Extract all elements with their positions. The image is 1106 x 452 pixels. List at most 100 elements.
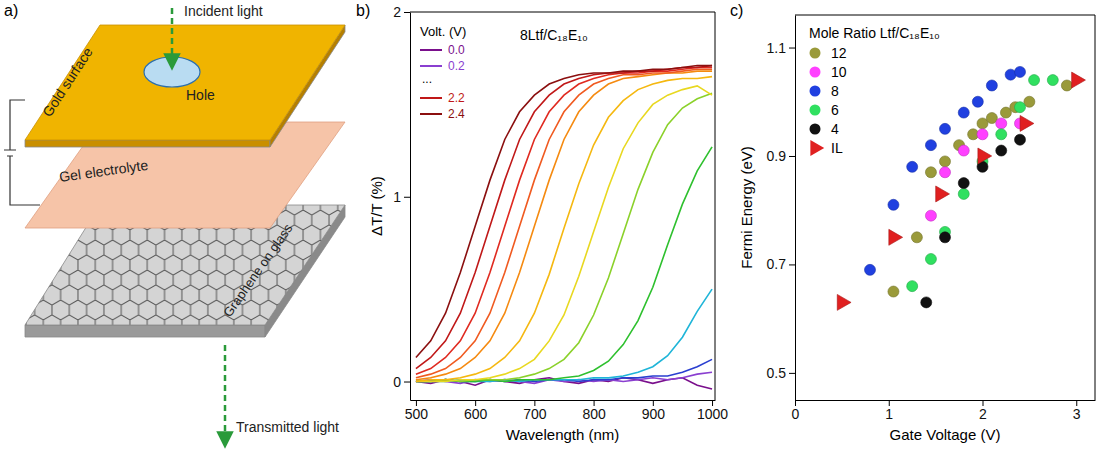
tick: 1.1 [767, 40, 795, 56]
legend-swatch [810, 48, 821, 59]
tick: 2 [393, 4, 410, 20]
frame-top [410, 12, 715, 13]
point [907, 161, 918, 172]
tick: 900 [642, 400, 666, 422]
graphene-label: Graphene on glass [220, 221, 296, 320]
tick-label: 0 [792, 406, 800, 422]
tick-mark [789, 48, 795, 49]
y-axis-line [795, 16, 796, 401]
tick-label: 600 [464, 406, 488, 422]
point [1020, 115, 1034, 131]
incident-arrow [171, 8, 174, 62]
tick-label: 0.7 [767, 256, 787, 272]
tick-mark [789, 373, 795, 374]
x-axis-line [411, 400, 716, 401]
point [958, 145, 969, 156]
legend-label: 8 [831, 83, 839, 99]
tick-mark [789, 156, 795, 157]
y-axis-title: ΔT/T (%) [368, 176, 385, 236]
plot-area [837, 66, 1085, 310]
point [1029, 75, 1040, 86]
tick: 700 [523, 400, 547, 422]
tick-label: 800 [582, 406, 606, 422]
chart-c: 01230.50.70.91.1Gate Voltage (V)Fermi En… [730, 2, 1096, 443]
tick: 2 [979, 400, 987, 422]
point [1061, 80, 1072, 91]
point [940, 123, 951, 134]
point [888, 286, 899, 297]
gold-layer [25, 25, 345, 140]
gold-edge [25, 140, 270, 147]
point [996, 145, 1007, 156]
x-axis: 0123 [792, 400, 1096, 422]
legend: Mole Ratio Ltf/C₁₈E₁₀1210864IL [809, 25, 940, 156]
tick: 0.5 [767, 365, 795, 381]
y-axis: 0.5 0.7 0.9 1.1 [767, 16, 796, 401]
plot-area [416, 66, 712, 389]
legend-swatch [810, 86, 821, 97]
series-line [416, 93, 712, 381]
tick-label: 900 [642, 406, 666, 422]
series-line [416, 147, 712, 382]
tick: 0 [792, 400, 800, 422]
tick-mark [404, 197, 410, 198]
tick-label: 700 [523, 406, 547, 422]
frame-right [715, 12, 716, 400]
point [837, 294, 851, 310]
x-axis-line [796, 400, 1096, 401]
tick: 800 [582, 400, 606, 422]
point [996, 118, 1007, 129]
tick: 0.9 [767, 148, 795, 164]
series-line [416, 69, 712, 378]
figure: a)Incident lightGold surfaceHoleGel elec… [0, 0, 1106, 452]
legend-label: 0.2 [448, 59, 465, 73]
legend-label: 10 [831, 64, 847, 80]
tick-label: 0 [393, 374, 401, 390]
point [921, 297, 932, 308]
tick-mark [404, 12, 410, 13]
series-line [416, 67, 712, 374]
tick: 1 [885, 400, 893, 422]
tick: 1000 [697, 400, 728, 422]
x-axis-title: Wavelength (nm) [506, 426, 620, 443]
legend-label: 2.4 [448, 107, 465, 121]
frame-right [1095, 15, 1096, 400]
series-line [416, 71, 712, 380]
legend-swatch [810, 140, 824, 156]
point [958, 188, 969, 199]
series-line [416, 66, 712, 358]
legend-label: IL [831, 140, 843, 156]
transmitted-arrow [224, 345, 227, 440]
gel-label: Gel electrolyte [58, 157, 149, 185]
tick-label: 1 [885, 406, 893, 422]
series-line [416, 77, 712, 382]
y-axis-line [410, 13, 411, 401]
point [978, 148, 992, 164]
point [940, 156, 951, 167]
point [907, 281, 918, 292]
series-line [416, 66, 712, 369]
point [936, 186, 950, 202]
tick-label: 1000 [697, 406, 728, 422]
tick-label: 2 [393, 4, 401, 20]
legend-label: 6 [831, 102, 839, 118]
point [911, 232, 922, 243]
point [1072, 72, 1086, 88]
tick-label: 0.9 [767, 148, 787, 164]
legend-swatch [420, 97, 442, 99]
legend-label: 0.0 [448, 43, 465, 57]
series-line [416, 86, 712, 382]
point [958, 107, 969, 118]
tick-label: 2 [979, 406, 987, 422]
tick-mark [789, 264, 795, 265]
point [977, 129, 988, 140]
panel-label: a) [4, 2, 18, 19]
legend-swatch [810, 67, 821, 78]
chart-b: 5006007008009001000012Wavelength (nm)ΔT/… [356, 2, 728, 443]
legend-label: 12 [831, 45, 847, 61]
y-axis-title: Fermi Energy (eV) [738, 146, 755, 269]
gold-label: Gold surface [39, 44, 96, 119]
point [996, 129, 1007, 140]
point [958, 178, 969, 189]
point [1015, 66, 1026, 77]
